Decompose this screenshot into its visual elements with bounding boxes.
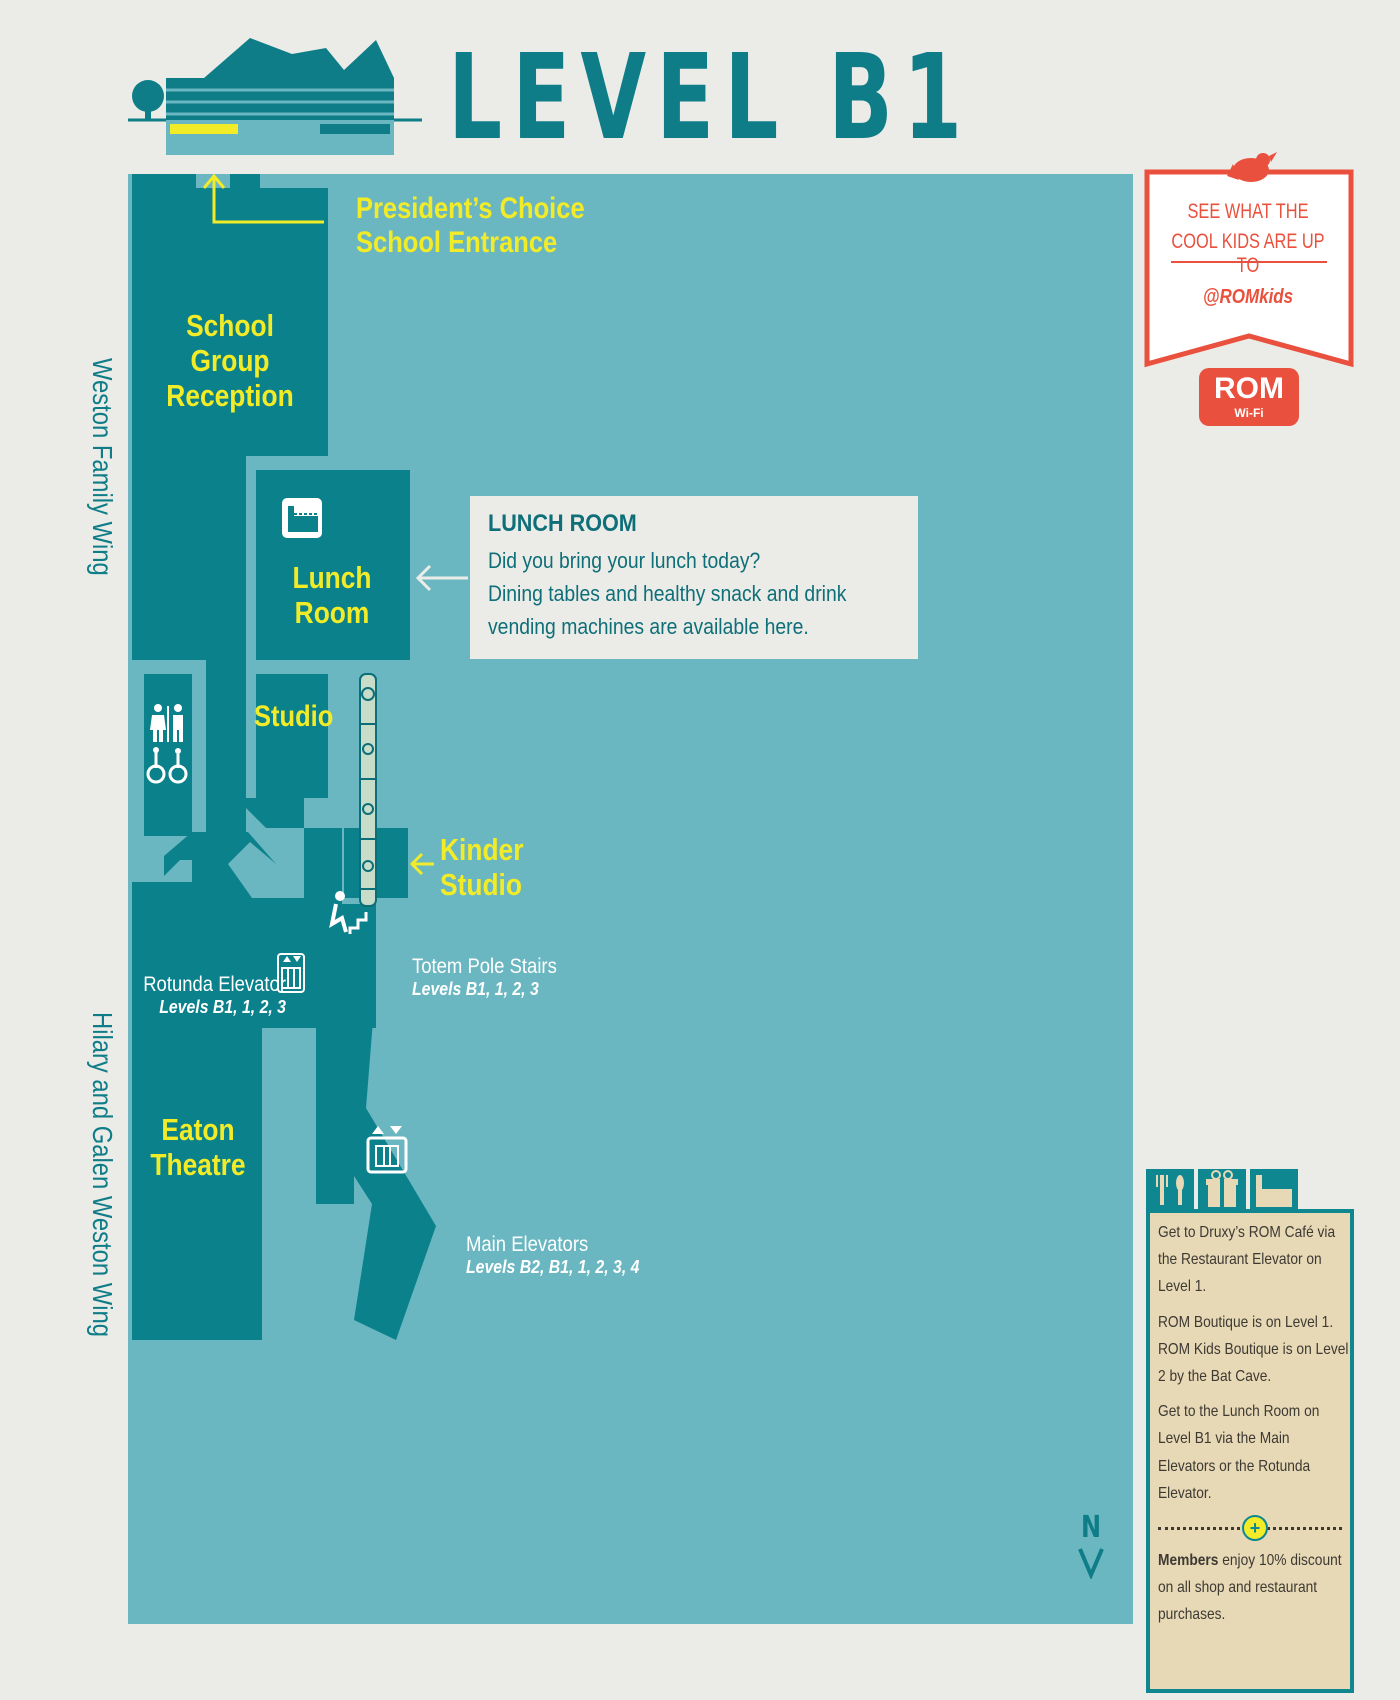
eaton-theatre-label: Eaton Theatre bbox=[150, 1112, 246, 1183]
hilary-galen-weston-wing-label: Hilary and Galen Weston Wing bbox=[87, 1012, 118, 1337]
main-elevators-label: Main Elevators Levels B2, B1, 1, 2, 3, 4 bbox=[466, 1233, 640, 1278]
totem-pole-icon bbox=[359, 673, 377, 907]
school-group-reception-label: School Group Reception bbox=[166, 308, 294, 414]
rotunda-area bbox=[132, 828, 376, 1028]
twitter-bird-icon bbox=[1227, 152, 1277, 182]
members-rest: enjoy 10% discount on all shop and resta… bbox=[1158, 1551, 1342, 1624]
lunch-room-area bbox=[256, 470, 410, 660]
info-divider: + bbox=[1158, 1514, 1342, 1541]
studio-area bbox=[256, 674, 328, 798]
info-panel: Get to Druxy’s ROM Café via the Restaura… bbox=[1146, 1209, 1354, 1693]
restaurant-icon bbox=[1146, 1169, 1194, 1213]
main-elevators-corridor bbox=[316, 1008, 436, 1340]
plus-icon: + bbox=[1242, 1514, 1268, 1541]
lunch-room-icon bbox=[282, 498, 322, 538]
north-arrow-icon: N bbox=[1076, 1510, 1106, 1584]
corridor-connector bbox=[246, 798, 304, 828]
lunch-room-label: Lunch Room bbox=[292, 560, 372, 631]
info-paragraph-lunch-room: Get to the Lunch Room on Level B1 via th… bbox=[1158, 1403, 1320, 1502]
washroom-icon bbox=[150, 704, 183, 742]
lunch-room-icon bbox=[1250, 1169, 1298, 1213]
main-elevators-icon bbox=[366, 1126, 408, 1174]
rom-wifi-logo-icon bbox=[1199, 368, 1299, 426]
members-bold: Members bbox=[1158, 1551, 1219, 1569]
lunch-callout-line: Dining tables and healthy snack and drin… bbox=[488, 581, 847, 606]
info-paragraph-cafe: Get to Druxy’s ROM Café via the Restaura… bbox=[1158, 1224, 1336, 1296]
badge-line-1: SEE WHAT THE bbox=[1187, 200, 1309, 223]
rom-logo-text: ROM bbox=[1214, 372, 1284, 405]
stairs-icon bbox=[329, 891, 368, 934]
entrance-arrow-icon bbox=[202, 174, 324, 224]
rotunda-elevator-area bbox=[276, 994, 306, 1028]
accessible-washroom-icon bbox=[146, 752, 188, 784]
twitter-badge: SEE WHAT THE COOL KIDS ARE UP TO @ROMkid… bbox=[1143, 150, 1363, 440]
kinder-arrow-icon bbox=[409, 852, 434, 876]
rotunda-elevator-label: Rotunda Elevator Levels B1, 1, 2, 3 bbox=[143, 973, 286, 1018]
badge-line-2: COOL KIDS ARE UP TO bbox=[1171, 230, 1325, 277]
members-note: Members enjoy 10% discount on all shop a… bbox=[1158, 1547, 1349, 1629]
page-title: LEVEL B1 bbox=[448, 28, 973, 166]
rotunda-elevator-icon bbox=[277, 953, 305, 993]
info-paragraph-boutique: ROM Boutique is on Level 1. ROM Kids Bou… bbox=[1158, 1313, 1349, 1385]
lunch-callout-line: Did you bring your lunch today? bbox=[488, 548, 761, 573]
corridor bbox=[206, 660, 246, 840]
twitter-handle-link[interactable]: @ROMkids bbox=[1202, 286, 1294, 308]
school-group-reception-area bbox=[132, 174, 328, 660]
lunch-callout-line: vending machines are available here. bbox=[488, 614, 809, 639]
washroom-area bbox=[144, 674, 192, 836]
gift-icon bbox=[1198, 1169, 1246, 1213]
wifi-text: Wi-Fi bbox=[1234, 406, 1264, 420]
totem-pole-stairs-label: Totem Pole Stairs Levels B1, 1, 2, 3 bbox=[412, 955, 557, 1000]
building-level-icon bbox=[128, 38, 422, 155]
lunch-room-callout: LUNCH ROOM Did you bring your lunch toda… bbox=[470, 496, 918, 659]
entrance-label: President’s Choice School Entrance bbox=[356, 192, 585, 259]
floor-map: President’s Choice School Entrance Schoo… bbox=[128, 174, 1133, 1624]
studio-label: Studio bbox=[254, 700, 334, 733]
weston-family-wing-label: Weston Family Wing bbox=[87, 358, 118, 576]
lunch-callout-heading: LUNCH ROOM bbox=[488, 510, 637, 537]
north-label: N bbox=[1080, 1510, 1102, 1545]
eaton-theatre-area bbox=[132, 1028, 262, 1340]
callout-arrow-icon bbox=[415, 564, 468, 592]
floorplan-rooms bbox=[132, 174, 468, 1340]
kinder-studio-label: Kinder Studio bbox=[440, 832, 524, 903]
